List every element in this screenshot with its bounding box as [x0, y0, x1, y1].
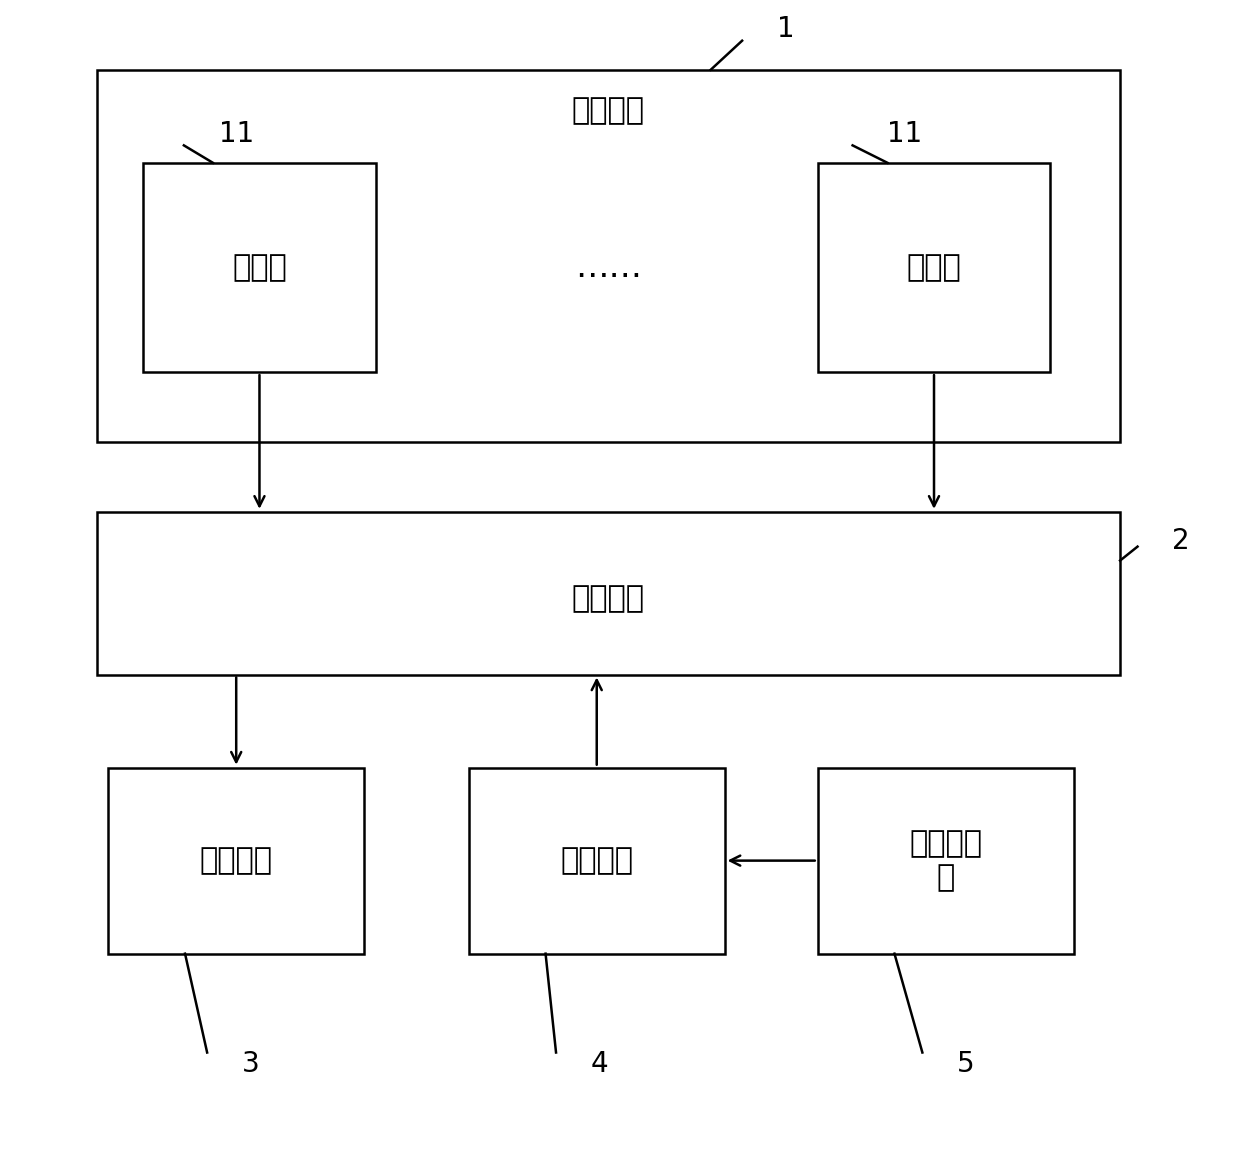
Text: 4: 4 [591, 1050, 609, 1078]
Text: 11: 11 [218, 120, 254, 148]
FancyBboxPatch shape [469, 768, 724, 954]
Text: ……: …… [575, 251, 642, 284]
FancyBboxPatch shape [108, 768, 365, 954]
FancyBboxPatch shape [97, 70, 1120, 442]
Text: 1: 1 [777, 15, 795, 43]
Text: 2: 2 [1173, 527, 1190, 555]
Text: 3: 3 [242, 1050, 259, 1078]
Text: 处理单元: 处理单元 [200, 847, 273, 875]
FancyBboxPatch shape [97, 512, 1120, 675]
FancyBboxPatch shape [817, 163, 1050, 372]
FancyBboxPatch shape [817, 768, 1074, 954]
Text: 调理单元: 调理单元 [572, 585, 645, 613]
Text: 采集单元: 采集单元 [572, 97, 645, 124]
Text: 补偿单元: 补偿单元 [560, 847, 634, 875]
FancyBboxPatch shape [143, 163, 376, 372]
Text: 温度传感
器: 温度传感 器 [909, 829, 982, 892]
Text: 热电偶: 热电偶 [232, 254, 286, 281]
Text: 5: 5 [957, 1050, 975, 1078]
Text: 热电偶: 热电偶 [906, 254, 961, 281]
Text: 11: 11 [888, 120, 923, 148]
